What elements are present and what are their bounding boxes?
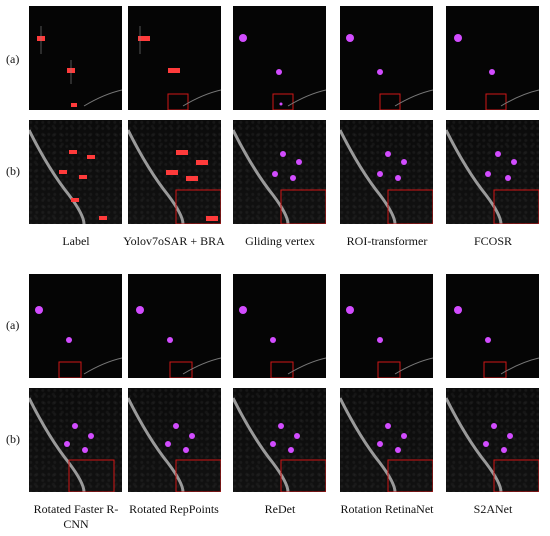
caption-yolov7osar-bra: Yolov7oSAR + BRA (123, 234, 225, 248)
tile-top-b-yolov7osar (128, 120, 221, 224)
tile-top-a-gliding-vertex (233, 6, 326, 110)
tile-bottom-b-s2anet (446, 388, 539, 492)
caption-redet: ReDet (264, 502, 296, 516)
caption-rotated-faster-rcnn: Rotated Faster R-CNN (33, 502, 119, 531)
caption-label: Label (62, 234, 90, 248)
tile-top-b-roi-transformer (340, 120, 433, 224)
caption-roi-transformer: ROI-transformer (346, 234, 428, 248)
caption-fcosr: FCOSR (473, 234, 513, 248)
caption-gliding-vertex: Gliding vertex (245, 234, 315, 248)
tile-bottom-b-rotated-reppoints (128, 388, 221, 492)
tile-top-b-gliding-vertex (233, 120, 326, 224)
caption-rotation-retinanet: Rotation RetinaNet (340, 502, 434, 516)
tile-bottom-b-rotated-faster-rcnn (29, 388, 122, 492)
row-label-a-top: (a) (6, 52, 20, 66)
tile-top-b-fcosr (446, 120, 539, 224)
tile-bottom-b-rotation-retinanet (340, 388, 433, 492)
tile-top-a-label (29, 6, 122, 110)
row-label-b-bottom: (b) (6, 432, 20, 446)
tile-top-a-yolov7osar (128, 6, 221, 110)
caption-s2anet: S2ANet (473, 502, 513, 516)
row-label-a-bottom: (a) (6, 318, 20, 332)
tile-top-b-label (29, 120, 122, 224)
tile-top-a-fcosr (446, 6, 539, 110)
tile-top-a-roi-transformer (340, 6, 433, 110)
caption-rotated-reppoints: Rotated RepPoints (129, 502, 219, 516)
tile-bottom-a-redet (233, 274, 326, 378)
tile-bottom-a-rotated-faster-rcnn (29, 274, 122, 378)
tile-bottom-a-rotated-reppoints (128, 274, 221, 378)
tile-bottom-b-redet (233, 388, 326, 492)
tile-bottom-a-s2anet (446, 274, 539, 378)
tile-bottom-a-rotation-retinanet (340, 274, 433, 378)
row-label-b-top: (b) (6, 164, 20, 178)
